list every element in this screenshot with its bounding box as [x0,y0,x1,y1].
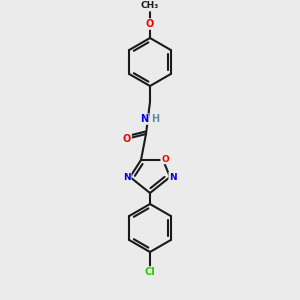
Text: N: N [140,114,148,124]
Text: O: O [123,134,131,144]
Text: H: H [151,114,159,124]
Text: CH₃: CH₃ [141,2,159,10]
Text: Cl: Cl [145,267,155,277]
Text: O: O [146,19,154,29]
Text: N: N [169,172,177,182]
Text: N: N [123,172,131,182]
Text: O: O [161,154,169,164]
